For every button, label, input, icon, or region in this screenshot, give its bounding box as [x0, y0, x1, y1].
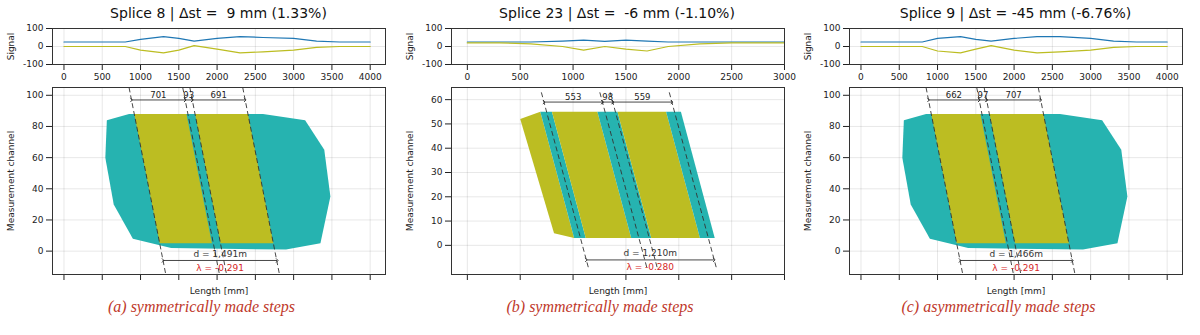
svg-text:0: 0 — [858, 72, 864, 81]
svg-text:3000: 3000 — [773, 72, 796, 81]
svg-text:Length [mm]: Length [mm] — [987, 286, 1045, 296]
svg-text:10: 10 — [431, 216, 443, 226]
svg-text:553: 553 — [565, 92, 581, 102]
html-text:Splice 9 | Δst = -45 mm (-6.76: Splice 9 | Δst = -45 mm (-6.76%) — [899, 5, 1132, 21]
svg-text:3000: 3000 — [282, 72, 305, 81]
svg-text:3500: 3500 — [1117, 72, 1140, 81]
svg-text:80: 80 — [32, 121, 44, 131]
svg-text:0: 0 — [436, 41, 442, 51]
svg-text:1000: 1000 — [129, 72, 152, 81]
svg-text:559: 559 — [634, 92, 650, 102]
svg-text:4000: 4000 — [1156, 72, 1179, 81]
svg-text:2500: 2500 — [1041, 72, 1064, 81]
svg-text:100: 100 — [425, 23, 442, 33]
html-text:Splice 8 | Δst = 9 mm (1.33%): Splice 8 | Δst = 9 mm (1.33%) — [110, 5, 327, 21]
svg-text:2000: 2000 — [206, 72, 229, 81]
svg-text:Length [mm]: Length [mm] — [588, 286, 646, 296]
svg-text:1500: 1500 — [167, 72, 190, 81]
svg-text:100: 100 — [823, 23, 840, 33]
svg-text:707: 707 — [1006, 90, 1022, 100]
svg-text:Measurement channel: Measurement channel — [404, 131, 414, 231]
svg-text:λ = -0.291: λ = -0.291 — [992, 263, 1040, 273]
svg-text:1500: 1500 — [614, 72, 637, 81]
svg-text:2000: 2000 — [667, 72, 690, 81]
svg-text:0: 0 — [436, 240, 442, 250]
svg-text:60: 60 — [431, 95, 443, 105]
svg-text:λ = -0.291: λ = -0.291 — [196, 263, 244, 273]
svg-text:691: 691 — [211, 90, 227, 100]
svg-text:701: 701 — [150, 90, 166, 100]
svg-text:2500: 2500 — [244, 72, 267, 81]
svg-text:3500: 3500 — [320, 72, 343, 81]
svg-text:d = 1,210m: d = 1,210m — [623, 248, 677, 258]
svg-text:500: 500 — [94, 72, 111, 81]
svg-text:0: 0 — [38, 246, 44, 256]
svg-text:1000: 1000 — [926, 72, 949, 81]
svg-text:100: 100 — [823, 90, 840, 100]
svg-text:-100: -100 — [23, 59, 44, 69]
svg-text:80: 80 — [829, 121, 841, 131]
html-text:Splice 23 | Δst = -6 mm (-1.10: Splice 23 | Δst = -6 mm (-1.10%) — [499, 5, 735, 21]
svg-text:100: 100 — [26, 90, 43, 100]
svg-text:97: 97 — [977, 90, 988, 100]
svg-text:Signal: Signal — [404, 33, 414, 61]
svg-text:1000: 1000 — [561, 72, 584, 81]
svg-text:500: 500 — [891, 72, 908, 81]
svg-text:40: 40 — [431, 143, 443, 153]
svg-text:-100: -100 — [422, 59, 443, 69]
svg-text:50: 50 — [431, 119, 443, 129]
svg-text:1500: 1500 — [964, 72, 987, 81]
svg-text:λ = -0.280: λ = -0.280 — [626, 262, 674, 272]
svg-text:d = 1,491m: d = 1,491m — [193, 249, 247, 259]
svg-text:98: 98 — [602, 92, 613, 102]
svg-text:0: 0 — [38, 41, 44, 51]
svg-text:0: 0 — [835, 41, 841, 51]
svg-text:d = 1,466m: d = 1,466m — [989, 249, 1043, 259]
svg-text:Measurement channel: Measurement channel — [6, 131, 16, 231]
svg-text:Signal: Signal — [6, 33, 16, 61]
svg-text:2000: 2000 — [1003, 72, 1026, 81]
svg-text:Signal: Signal — [803, 33, 813, 61]
svg-text:0: 0 — [464, 72, 470, 81]
svg-text:20: 20 — [32, 215, 44, 225]
svg-text:-100: -100 — [820, 59, 841, 69]
svg-text:3000: 3000 — [1079, 72, 1102, 81]
svg-text:500: 500 — [511, 72, 528, 81]
html-text:(b) symmetrically made steps: (b) symmetrically made steps — [506, 298, 694, 315]
svg-text:662: 662 — [946, 90, 962, 100]
svg-text:Measurement channel: Measurement channel — [803, 131, 813, 231]
svg-text:0: 0 — [61, 72, 67, 81]
svg-text:60: 60 — [32, 153, 44, 163]
svg-text:60: 60 — [829, 153, 841, 163]
svg-text:Length [mm]: Length [mm] — [190, 286, 248, 296]
svg-text:93: 93 — [183, 90, 194, 100]
svg-text:100: 100 — [26, 23, 43, 33]
svg-text:20: 20 — [829, 215, 841, 225]
svg-text:4000: 4000 — [359, 72, 382, 81]
svg-text:30: 30 — [431, 167, 443, 177]
svg-text:2500: 2500 — [720, 72, 743, 81]
html-text:(a) symmetrically made steps: (a) symmetrically made steps — [108, 298, 295, 315]
svg-text:0: 0 — [835, 246, 841, 256]
svg-text:40: 40 — [32, 184, 44, 194]
svg-text:40: 40 — [829, 184, 841, 194]
html-text:(c) asymmetrically made steps: (c) asymmetrically made steps — [901, 298, 1096, 315]
svg-text:20: 20 — [431, 192, 443, 202]
